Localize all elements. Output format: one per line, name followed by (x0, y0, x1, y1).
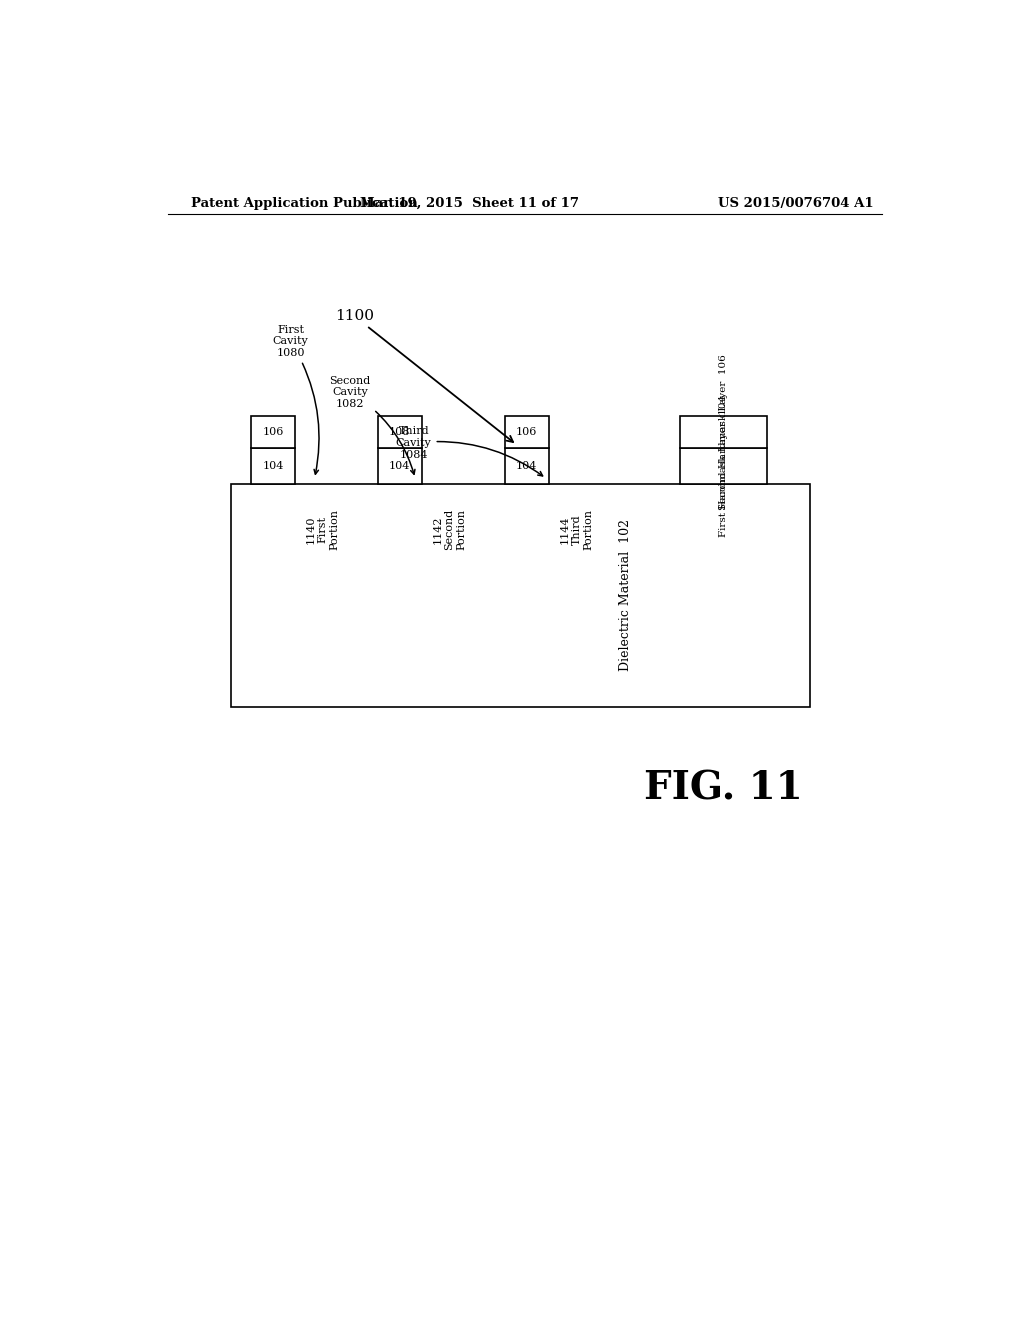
Text: 104: 104 (262, 461, 284, 471)
Text: 104: 104 (389, 461, 411, 471)
Text: First Hardmask Layer  104: First Hardmask Layer 104 (719, 395, 728, 537)
Text: US 2015/0076704 A1: US 2015/0076704 A1 (719, 197, 873, 210)
Bar (505, 447, 549, 483)
Text: 1140
First
Portion: 1140 First Portion (306, 510, 339, 550)
Bar (378, 447, 422, 483)
Bar (680, 447, 767, 483)
Text: Mar. 19, 2015  Sheet 11 of 17: Mar. 19, 2015 Sheet 11 of 17 (359, 197, 579, 210)
Text: 1142
Second
Portion: 1142 Second Portion (433, 510, 466, 550)
Text: 104: 104 (516, 461, 538, 471)
Bar (378, 416, 422, 447)
Text: Second Hardmask Layer  106: Second Hardmask Layer 106 (719, 354, 728, 510)
Bar (231, 483, 811, 708)
Text: Third
Cavity
1084: Third Cavity 1084 (396, 426, 543, 477)
Text: Dielectric Material  102: Dielectric Material 102 (618, 520, 632, 672)
Bar (505, 416, 549, 447)
Text: Patent Application Publication: Patent Application Publication (191, 197, 418, 210)
Text: First
Cavity
1080: First Cavity 1080 (272, 325, 319, 474)
Text: 1144
Third
Portion: 1144 Third Portion (560, 510, 593, 550)
Bar (251, 416, 295, 447)
Text: FIG. 11: FIG. 11 (644, 770, 803, 808)
Text: 1100: 1100 (335, 309, 513, 442)
Bar (680, 416, 767, 447)
Text: 106: 106 (262, 426, 284, 437)
Text: 106: 106 (516, 426, 538, 437)
Text: 108: 108 (389, 426, 411, 437)
Bar (251, 447, 295, 483)
Text: Second
Cavity
1082: Second Cavity 1082 (330, 376, 415, 474)
